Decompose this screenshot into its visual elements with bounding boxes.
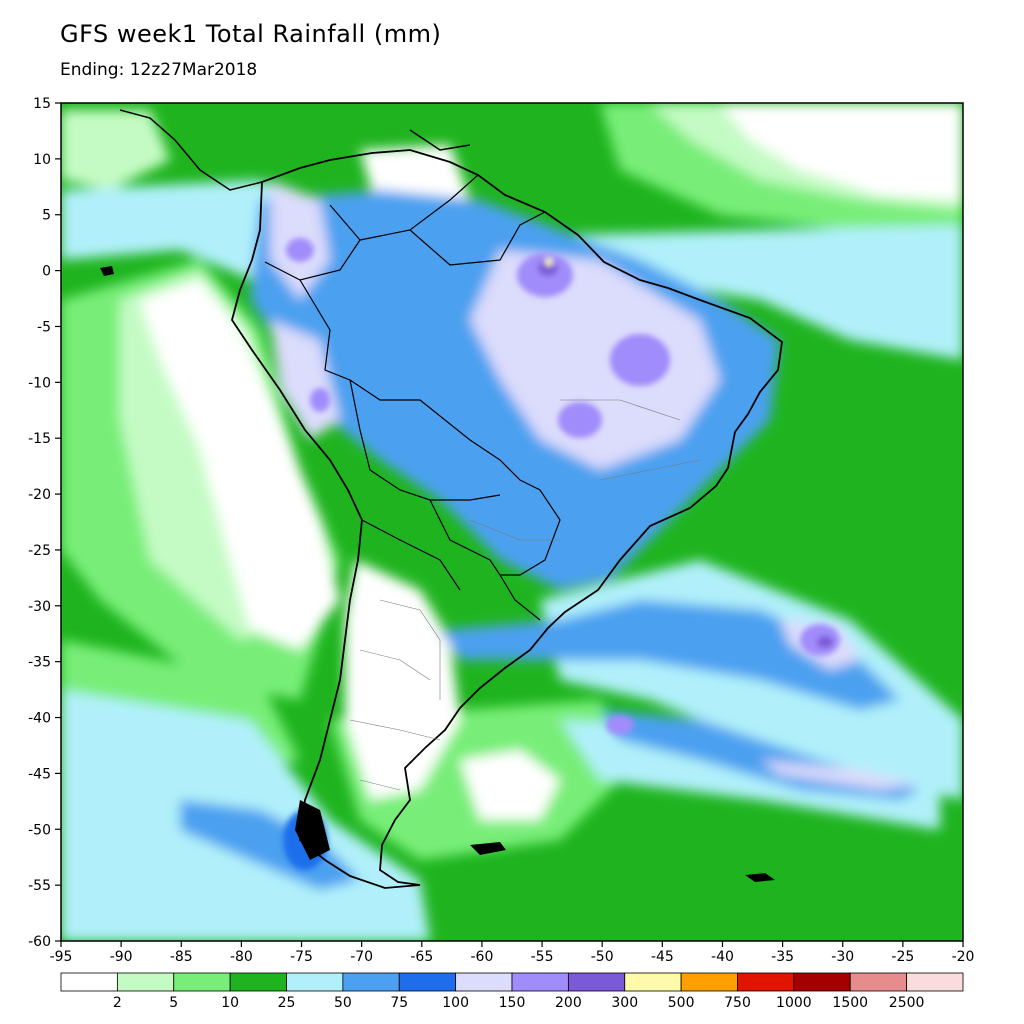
colorbar-swatch xyxy=(624,972,682,992)
colorbar-legend: 2 5 10 25 50 75 100 150 200 300 500 750 1000 1500 2500 xyxy=(60,972,964,1011)
province-borders xyxy=(349,399,701,791)
y-tick-label: -40 xyxy=(28,711,51,727)
rainfall-field xyxy=(61,103,963,941)
x-tick-label: -20 xyxy=(952,949,975,965)
x-tick-label: -55 xyxy=(531,949,554,965)
colorbar-label: 1500 xyxy=(832,995,868,1011)
south-georgia xyxy=(745,873,775,882)
y-tick-label: -5 xyxy=(37,319,51,335)
x-tick-label: -40 xyxy=(711,949,734,965)
south-america-coastline xyxy=(231,149,783,889)
y-tick-label: -20 xyxy=(28,487,51,503)
y-tick-label: -25 xyxy=(28,543,51,559)
colorbar-label: 50 xyxy=(334,995,352,1011)
x-tick-label: -35 xyxy=(771,949,794,965)
colorbar-swatch xyxy=(173,972,231,992)
colorbar-label: 750 xyxy=(724,995,751,1011)
x-tick-label: -25 xyxy=(891,949,914,965)
x-tick-label: -70 xyxy=(350,949,373,965)
colorbar-swatch xyxy=(398,972,457,992)
y-tick-label: 0 xyxy=(42,264,51,280)
y-tick-label: -30 xyxy=(28,599,51,615)
x-tick-label: -75 xyxy=(290,949,313,965)
plot-frame xyxy=(60,102,964,942)
colorbar-swatch xyxy=(511,972,569,992)
caribbean-islands xyxy=(409,129,471,151)
galapagos xyxy=(100,266,114,276)
y-tick-label: 5 xyxy=(42,208,51,224)
colorbar-swatch xyxy=(737,972,795,992)
colorbar-label: 200 xyxy=(555,995,582,1011)
y-tick-label: -50 xyxy=(28,822,51,838)
tierra-del-fuego xyxy=(295,800,330,860)
dry-region-northeast xyxy=(720,103,963,200)
y-tick-label: -60 xyxy=(28,934,51,950)
colorbar-label: 75 xyxy=(390,995,408,1011)
colorbar-label: 2500 xyxy=(889,995,925,1011)
x-tick-label: -45 xyxy=(651,949,674,965)
cyan-band-atlantic xyxy=(560,225,963,360)
x-tick-label: -30 xyxy=(831,949,854,965)
colorbar-label: 100 xyxy=(442,995,469,1011)
x-tick-label: -50 xyxy=(591,949,614,965)
x-axis-ticks: -95 -90 -85 -80 -75 -70 -65 -60 -55 -50 -45 -40 -35 -… xyxy=(50,941,975,965)
colorbar-swatch xyxy=(906,972,964,992)
colorbar-swatch xyxy=(229,972,287,992)
colorbar-label: 500 xyxy=(668,995,695,1011)
dry-region-south-atlantic xyxy=(460,750,560,820)
y-axis-ticks: 15 10 5 0 -5 -10 -15 -20 -25 -30 -35 -40 -45 -50 -55 -6… xyxy=(28,96,61,950)
x-tick-label: -90 xyxy=(110,949,133,965)
falklands xyxy=(470,842,506,855)
y-tick-label: -55 xyxy=(28,878,51,894)
x-tick-label: -95 xyxy=(50,949,73,965)
map-subtitle: Ending: 12z27Mar2018 xyxy=(60,60,258,80)
colorbar-label: 10 xyxy=(221,995,239,1011)
dry-region-caribbean xyxy=(61,110,170,190)
y-tick-label: -35 xyxy=(28,655,51,671)
colorbar-swatch xyxy=(849,972,908,992)
colorbar-label: 5 xyxy=(169,995,178,1011)
dry-region-argentina xyxy=(345,560,460,800)
colorbar-label: 25 xyxy=(278,995,296,1011)
map-title: GFS week1 Total Rainfall (mm) xyxy=(60,20,442,48)
y-tick-label: 10 xyxy=(33,152,51,168)
plot-area xyxy=(61,103,963,941)
x-tick-label: -65 xyxy=(410,949,433,965)
lavender-amazon xyxy=(470,250,720,470)
country-borders xyxy=(264,174,561,621)
colorbar-swatch xyxy=(793,972,851,992)
blue-band-patagonia xyxy=(180,800,360,890)
x-tick-label: -60 xyxy=(470,949,493,965)
y-tick-label: -10 xyxy=(28,375,51,391)
y-tick-label: -15 xyxy=(28,431,51,447)
colorbar-swatch xyxy=(342,972,400,992)
central-america-coast xyxy=(119,109,263,191)
y-tick-label: 15 xyxy=(33,96,51,112)
colorbar-swatch xyxy=(286,972,344,992)
colorbar-label: 300 xyxy=(611,995,638,1011)
colorbar-swatch xyxy=(116,972,175,992)
colorbar-swatch xyxy=(567,972,626,992)
x-tick-label: -80 xyxy=(230,949,253,965)
dry-region-pacific xyxy=(140,280,340,650)
y-tick-label: -45 xyxy=(28,766,51,782)
lavender-band-south xyxy=(760,760,920,790)
colorbar-swatch xyxy=(680,972,738,992)
colorbar-label: 2 xyxy=(113,995,122,1011)
colorbar-label: 150 xyxy=(499,995,526,1011)
colorbar-label: 1000 xyxy=(776,995,812,1011)
x-tick-label: -85 xyxy=(170,949,193,965)
colorbar-swatch xyxy=(455,972,513,992)
colorbar-swatch xyxy=(60,972,118,992)
